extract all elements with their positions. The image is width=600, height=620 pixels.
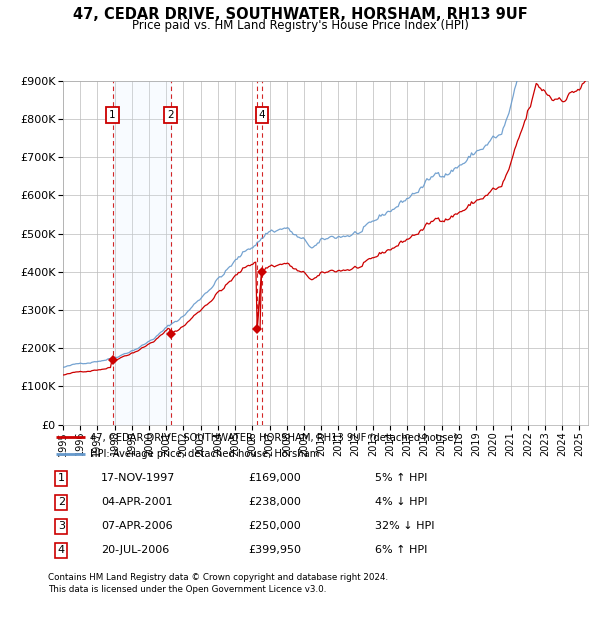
Text: £250,000: £250,000 xyxy=(248,521,301,531)
Text: 20-JUL-2006: 20-JUL-2006 xyxy=(101,546,169,556)
Text: 07-APR-2006: 07-APR-2006 xyxy=(101,521,172,531)
Text: 4% ↓ HPI: 4% ↓ HPI xyxy=(376,497,428,507)
Text: 2: 2 xyxy=(167,110,174,120)
Text: 5% ↑ HPI: 5% ↑ HPI xyxy=(376,473,428,484)
Text: 1: 1 xyxy=(109,110,116,120)
Text: 6% ↑ HPI: 6% ↑ HPI xyxy=(376,546,428,556)
Text: 4: 4 xyxy=(259,110,265,120)
Text: £399,950: £399,950 xyxy=(248,546,302,556)
Text: £169,000: £169,000 xyxy=(248,473,301,484)
Bar xyxy=(113,81,170,425)
Text: 2: 2 xyxy=(58,497,65,507)
Text: Contains HM Land Registry data © Crown copyright and database right 2024.: Contains HM Land Registry data © Crown c… xyxy=(48,574,388,583)
Text: This data is licensed under the Open Government Licence v3.0.: This data is licensed under the Open Gov… xyxy=(48,585,326,594)
Text: 32% ↓ HPI: 32% ↓ HPI xyxy=(376,521,435,531)
Text: 1: 1 xyxy=(58,473,65,484)
Text: 04-APR-2001: 04-APR-2001 xyxy=(101,497,172,507)
Text: £238,000: £238,000 xyxy=(248,497,302,507)
Text: 17-NOV-1997: 17-NOV-1997 xyxy=(101,473,175,484)
Text: 3: 3 xyxy=(58,521,65,531)
Text: Price paid vs. HM Land Registry's House Price Index (HPI): Price paid vs. HM Land Registry's House … xyxy=(131,19,469,32)
Text: 4: 4 xyxy=(58,546,65,556)
Text: 47, CEDAR DRIVE, SOUTHWATER, HORSHAM, RH13 9UF (detached house): 47, CEDAR DRIVE, SOUTHWATER, HORSHAM, RH… xyxy=(90,432,458,442)
Text: HPI: Average price, detached house, Horsham: HPI: Average price, detached house, Hors… xyxy=(90,450,320,459)
Text: 47, CEDAR DRIVE, SOUTHWATER, HORSHAM, RH13 9UF: 47, CEDAR DRIVE, SOUTHWATER, HORSHAM, RH… xyxy=(73,7,527,22)
